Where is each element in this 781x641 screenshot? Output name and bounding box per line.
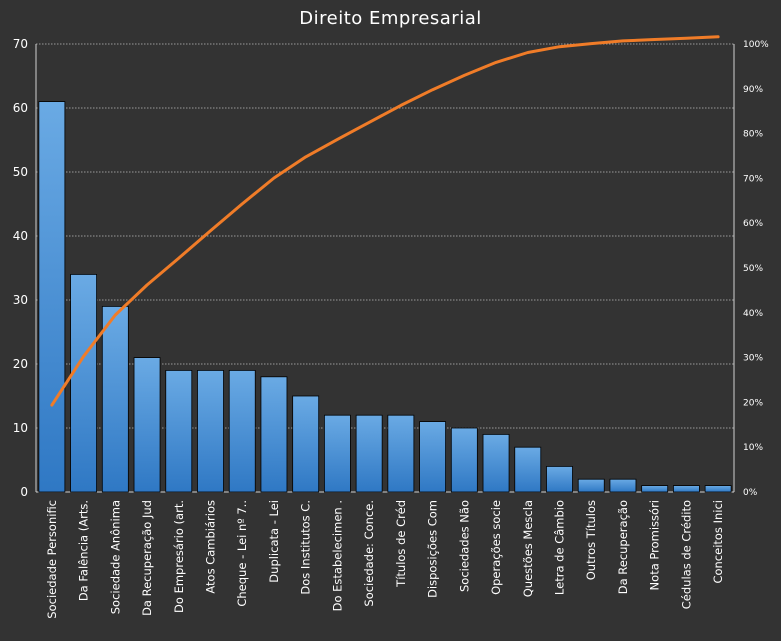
- category-tick-label: Duplicata - Lei: [267, 500, 281, 583]
- category-tick-label: Da Recuperação: [616, 500, 630, 594]
- bar: [482, 433, 510, 493]
- category-tick-label: Do Empresário (art.: [172, 500, 186, 613]
- category-axis-ticks: Sociedade Personific Da Falência (Arts. So…: [45, 500, 725, 619]
- cumulative-line: [50, 35, 720, 407]
- bar: [641, 485, 669, 493]
- bar: [228, 369, 256, 493]
- bar: [577, 478, 605, 493]
- category-tick-label: Sociedades Não: [457, 500, 471, 592]
- left-tick-label: 70: [13, 37, 28, 51]
- right-tick-label: 0%: [743, 488, 758, 498]
- left-tick-label: 40: [13, 229, 28, 243]
- category-tick-label: Sociedade Personific: [45, 500, 59, 619]
- category-tick-label: Cédulas de Crédito: [679, 500, 693, 609]
- category-tick-label: Atos Cambiários: [204, 500, 218, 594]
- category-tick-label: Da Recuperação Jud: [140, 500, 154, 616]
- category-tick-label: Letra de Câmbio: [553, 500, 567, 595]
- right-tick-label: 80%: [743, 130, 763, 140]
- cumulative-line-series: [50, 35, 720, 407]
- category-tick-label: Da Falência (Arts.: [77, 500, 91, 601]
- right-tick-label: 10%: [743, 443, 763, 453]
- bar: [38, 101, 66, 493]
- category-tick-label: Conceitos Inici: [711, 500, 725, 584]
- bar: [133, 357, 161, 493]
- category-tick-label: Disposições Com: [426, 500, 440, 598]
- bar: [704, 485, 732, 493]
- bar: [419, 421, 446, 493]
- right-tick-label: 30%: [743, 354, 763, 364]
- bar: [260, 376, 288, 493]
- bar: [324, 414, 351, 493]
- bar: [673, 485, 700, 493]
- bar: [387, 414, 415, 493]
- right-tick-label: 20%: [743, 398, 763, 408]
- bar: [101, 305, 129, 493]
- bar: [70, 273, 97, 493]
- bar: [197, 369, 224, 493]
- category-tick-label: Cheque - Lei nº 7..: [235, 500, 249, 607]
- bar: [609, 478, 637, 493]
- left-tick-label: 10: [13, 421, 28, 435]
- left-tick-label: 30: [13, 293, 28, 307]
- bar: [514, 446, 542, 493]
- bar: [450, 427, 478, 493]
- left-tick-label: 50: [13, 165, 28, 179]
- bar: [165, 369, 193, 493]
- category-tick-label: Sociedade: Conce.: [362, 500, 376, 607]
- category-tick-label: Nota Promissóri: [648, 500, 662, 590]
- category-tick-label: Títulos de Créd: [394, 500, 408, 588]
- chart-title: Direito Empresarial: [299, 8, 482, 29]
- right-tick-label: 90%: [743, 85, 763, 95]
- left-tick-label: 0: [20, 485, 28, 499]
- right-tick-label: 70%: [743, 174, 763, 184]
- bar: [292, 395, 320, 493]
- gridlines: [36, 43, 734, 429]
- right-tick-label: 100%: [743, 40, 769, 50]
- right-tick-label: 40%: [743, 309, 763, 319]
- left-axis-ticks: 0 10 20 30 40 50 60 70: [13, 37, 28, 499]
- right-tick-label: 60%: [743, 219, 763, 229]
- bar: [546, 465, 573, 493]
- category-tick-label: Sociedade Anônima: [108, 500, 122, 614]
- category-tick-label: Do Estabelecimen .: [330, 500, 344, 611]
- category-tick-label: Outros Títulos: [584, 500, 598, 580]
- right-axis-ticks: 0% 10% 20% 30% 40% 50% 60% 70% 80% 90% 100%: [743, 40, 769, 498]
- category-tick-label: Operações socie: [489, 500, 503, 595]
- category-tick-label: Questões Mescla: [521, 500, 535, 597]
- category-tick-label: Dos Institutos C.: [299, 500, 313, 595]
- bar: [355, 414, 383, 493]
- left-tick-label: 20: [13, 357, 28, 371]
- left-tick-label: 60: [13, 101, 28, 115]
- bar-series: [38, 101, 732, 493]
- right-tick-label: 50%: [743, 264, 763, 274]
